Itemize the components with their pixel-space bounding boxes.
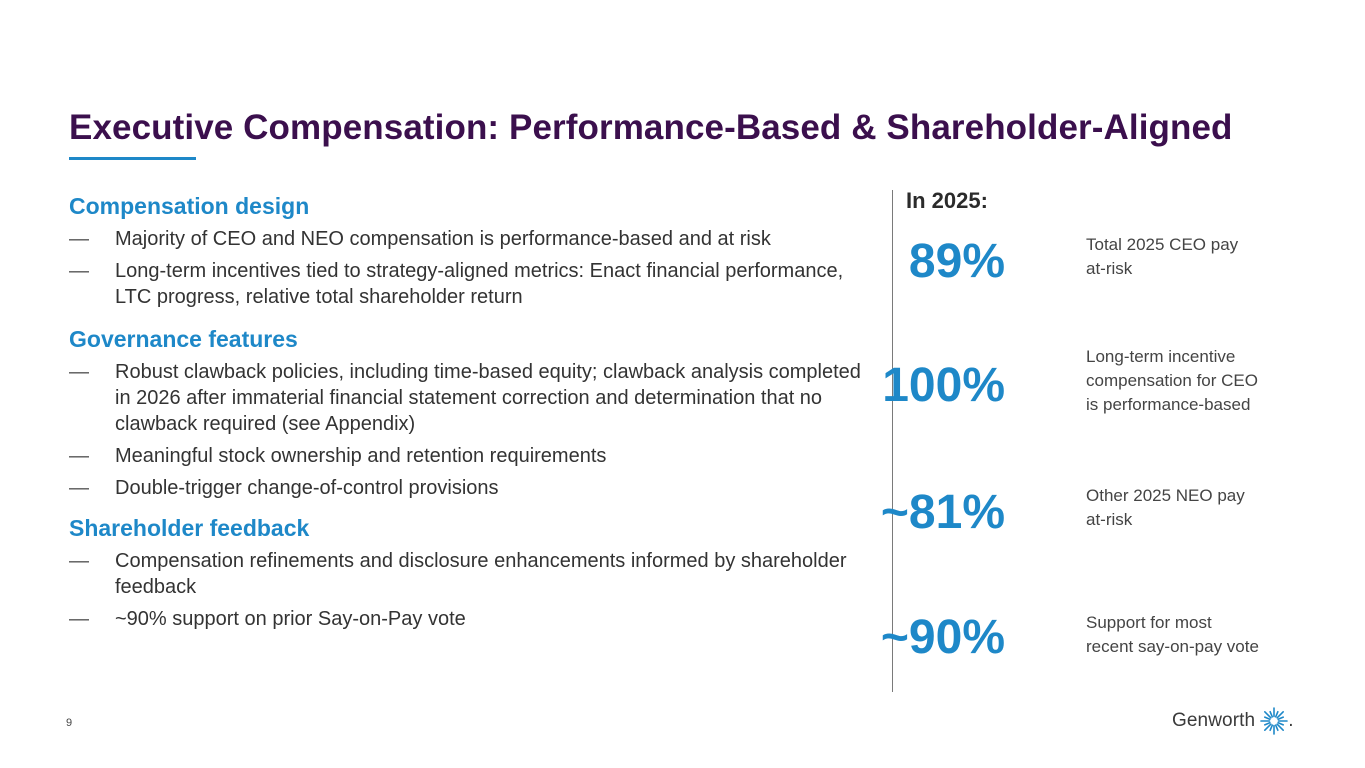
- logo-ray: [1264, 716, 1271, 721]
- bullet-item: — Long-term incentives tied to strategy-…: [69, 258, 879, 310]
- stat-label-line: compensation for CEO: [1086, 371, 1258, 390]
- stat-label-line: Total 2025 CEO pay: [1086, 235, 1239, 254]
- stat-ceo-pay-at-risk: 89% Total 2025 CEO pay at-risk: [906, 230, 1306, 310]
- bullet-item: — ~90% support on prior Say-on-Pay vote: [69, 606, 879, 632]
- stat-label-line: is performance-based: [1086, 395, 1251, 414]
- stat-label-line: Long-term incentive: [1086, 347, 1236, 366]
- stat-value: ~90%: [880, 611, 1005, 664]
- bullet-dash: —: [69, 228, 89, 250]
- bullet-dash: —: [69, 550, 89, 572]
- bullet-list: — Robust clawback policies, including ti…: [69, 359, 879, 501]
- stat-label-line: Other 2025 NEO pay: [1086, 486, 1245, 505]
- bullet-item: — Robust clawback policies, including ti…: [69, 359, 879, 437]
- logo-ray: [1264, 723, 1272, 731]
- section-heading: Shareholder feedback: [69, 515, 310, 541]
- bullet-dash: —: [69, 260, 89, 282]
- bullet-list: — Majority of CEO and NEO compensation i…: [69, 226, 879, 310]
- bullet-text: Compensation refinements and disclosure …: [115, 550, 847, 598]
- logo-ray: [1277, 716, 1285, 721]
- stat-value: ~81%: [880, 486, 1005, 539]
- section-heading: Compensation design: [69, 193, 310, 219]
- bullet-item: — Compensation refinements and disclosur…: [69, 548, 879, 600]
- bullet-text: Robust clawback policies, including time…: [115, 361, 861, 435]
- bullet-text: Long-term incentives tied to strategy-al…: [115, 260, 844, 308]
- bullet-text: Majority of CEO and NEO compensation is …: [115, 228, 771, 250]
- logo-ray: [1269, 724, 1274, 732]
- logo-ray: [1277, 721, 1285, 726]
- left-column: Compensation design — Majority of CEO an…: [69, 190, 879, 638]
- bullet-dash: —: [69, 608, 89, 630]
- stat-label-line: Support for most: [1086, 613, 1212, 632]
- stats-heading: In 2025:: [906, 188, 988, 213]
- section-heading: Governance features: [69, 326, 298, 352]
- stat-say-on-pay-support: ~90% Support for most recent say-on-pay …: [881, 611, 1306, 691]
- bullet-text: ~90% support on prior Say-on-Pay vote: [115, 608, 466, 630]
- logo-ray: [1275, 724, 1279, 732]
- logo-ray: [1264, 721, 1271, 726]
- stat-label: Other 2025 NEO pay at-risk: [1086, 484, 1306, 532]
- logo-dot: .: [1288, 710, 1294, 731]
- stat-label: Long-term incentive compensation for CEO…: [1086, 345, 1306, 417]
- starburst-logo-icon: [1260, 707, 1288, 735]
- stat-label: Total 2025 CEO pay at-risk: [1086, 233, 1306, 281]
- stat-value: 89%: [908, 235, 1005, 288]
- vertical-divider: [892, 190, 893, 692]
- page-number: 9: [66, 717, 73, 729]
- bullet-dash: —: [69, 477, 89, 499]
- bullet-text: Double-trigger change-of-control provisi…: [115, 477, 499, 499]
- stat-label: Support for most recent say-on-pay vote: [1086, 611, 1306, 659]
- title-underline: [69, 157, 196, 160]
- stat-label-line: at-risk: [1086, 259, 1133, 278]
- logo-ray: [1276, 711, 1285, 719]
- genworth-logo: Genworth .: [1172, 706, 1294, 736]
- slide-title: Executive Compensation: Performance-Base…: [69, 108, 1233, 147]
- logo-wordmark: Genworth: [1172, 710, 1256, 731]
- stat-label-line: recent say-on-pay vote: [1086, 637, 1259, 656]
- logo-ray: [1276, 723, 1285, 731]
- bullet-dash: —: [69, 361, 89, 383]
- stat-ceo-lti-performance-based: 100% Long-term incentive compensation fo…: [882, 345, 1306, 425]
- bullet-list: — Compensation refinements and disclosur…: [69, 548, 879, 632]
- stat-value: 100%: [882, 359, 1005, 412]
- logo-ray: [1275, 710, 1279, 718]
- section-shareholder-feedback: Shareholder feedback — Compensation refi…: [69, 512, 879, 632]
- bullet-item: — Majority of CEO and NEO compensation i…: [69, 226, 879, 252]
- stat-label-line: at-risk: [1086, 510, 1133, 529]
- logo-ray: [1264, 711, 1272, 719]
- bullet-item: — Double-trigger change-of-control provi…: [69, 475, 879, 501]
- bullet-item: — Meaningful stock ownership and retenti…: [69, 443, 879, 469]
- section-governance-features: Governance features — Robust clawback po…: [69, 323, 879, 501]
- bullet-text: Meaningful stock ownership and retention…: [115, 445, 607, 467]
- stat-neo-pay-at-risk: ~81% Other 2025 NEO pay at-risk: [881, 484, 1306, 564]
- logo-ray: [1269, 710, 1274, 718]
- bullet-dash: —: [69, 445, 89, 467]
- section-compensation-design: Compensation design — Majority of CEO an…: [69, 190, 879, 310]
